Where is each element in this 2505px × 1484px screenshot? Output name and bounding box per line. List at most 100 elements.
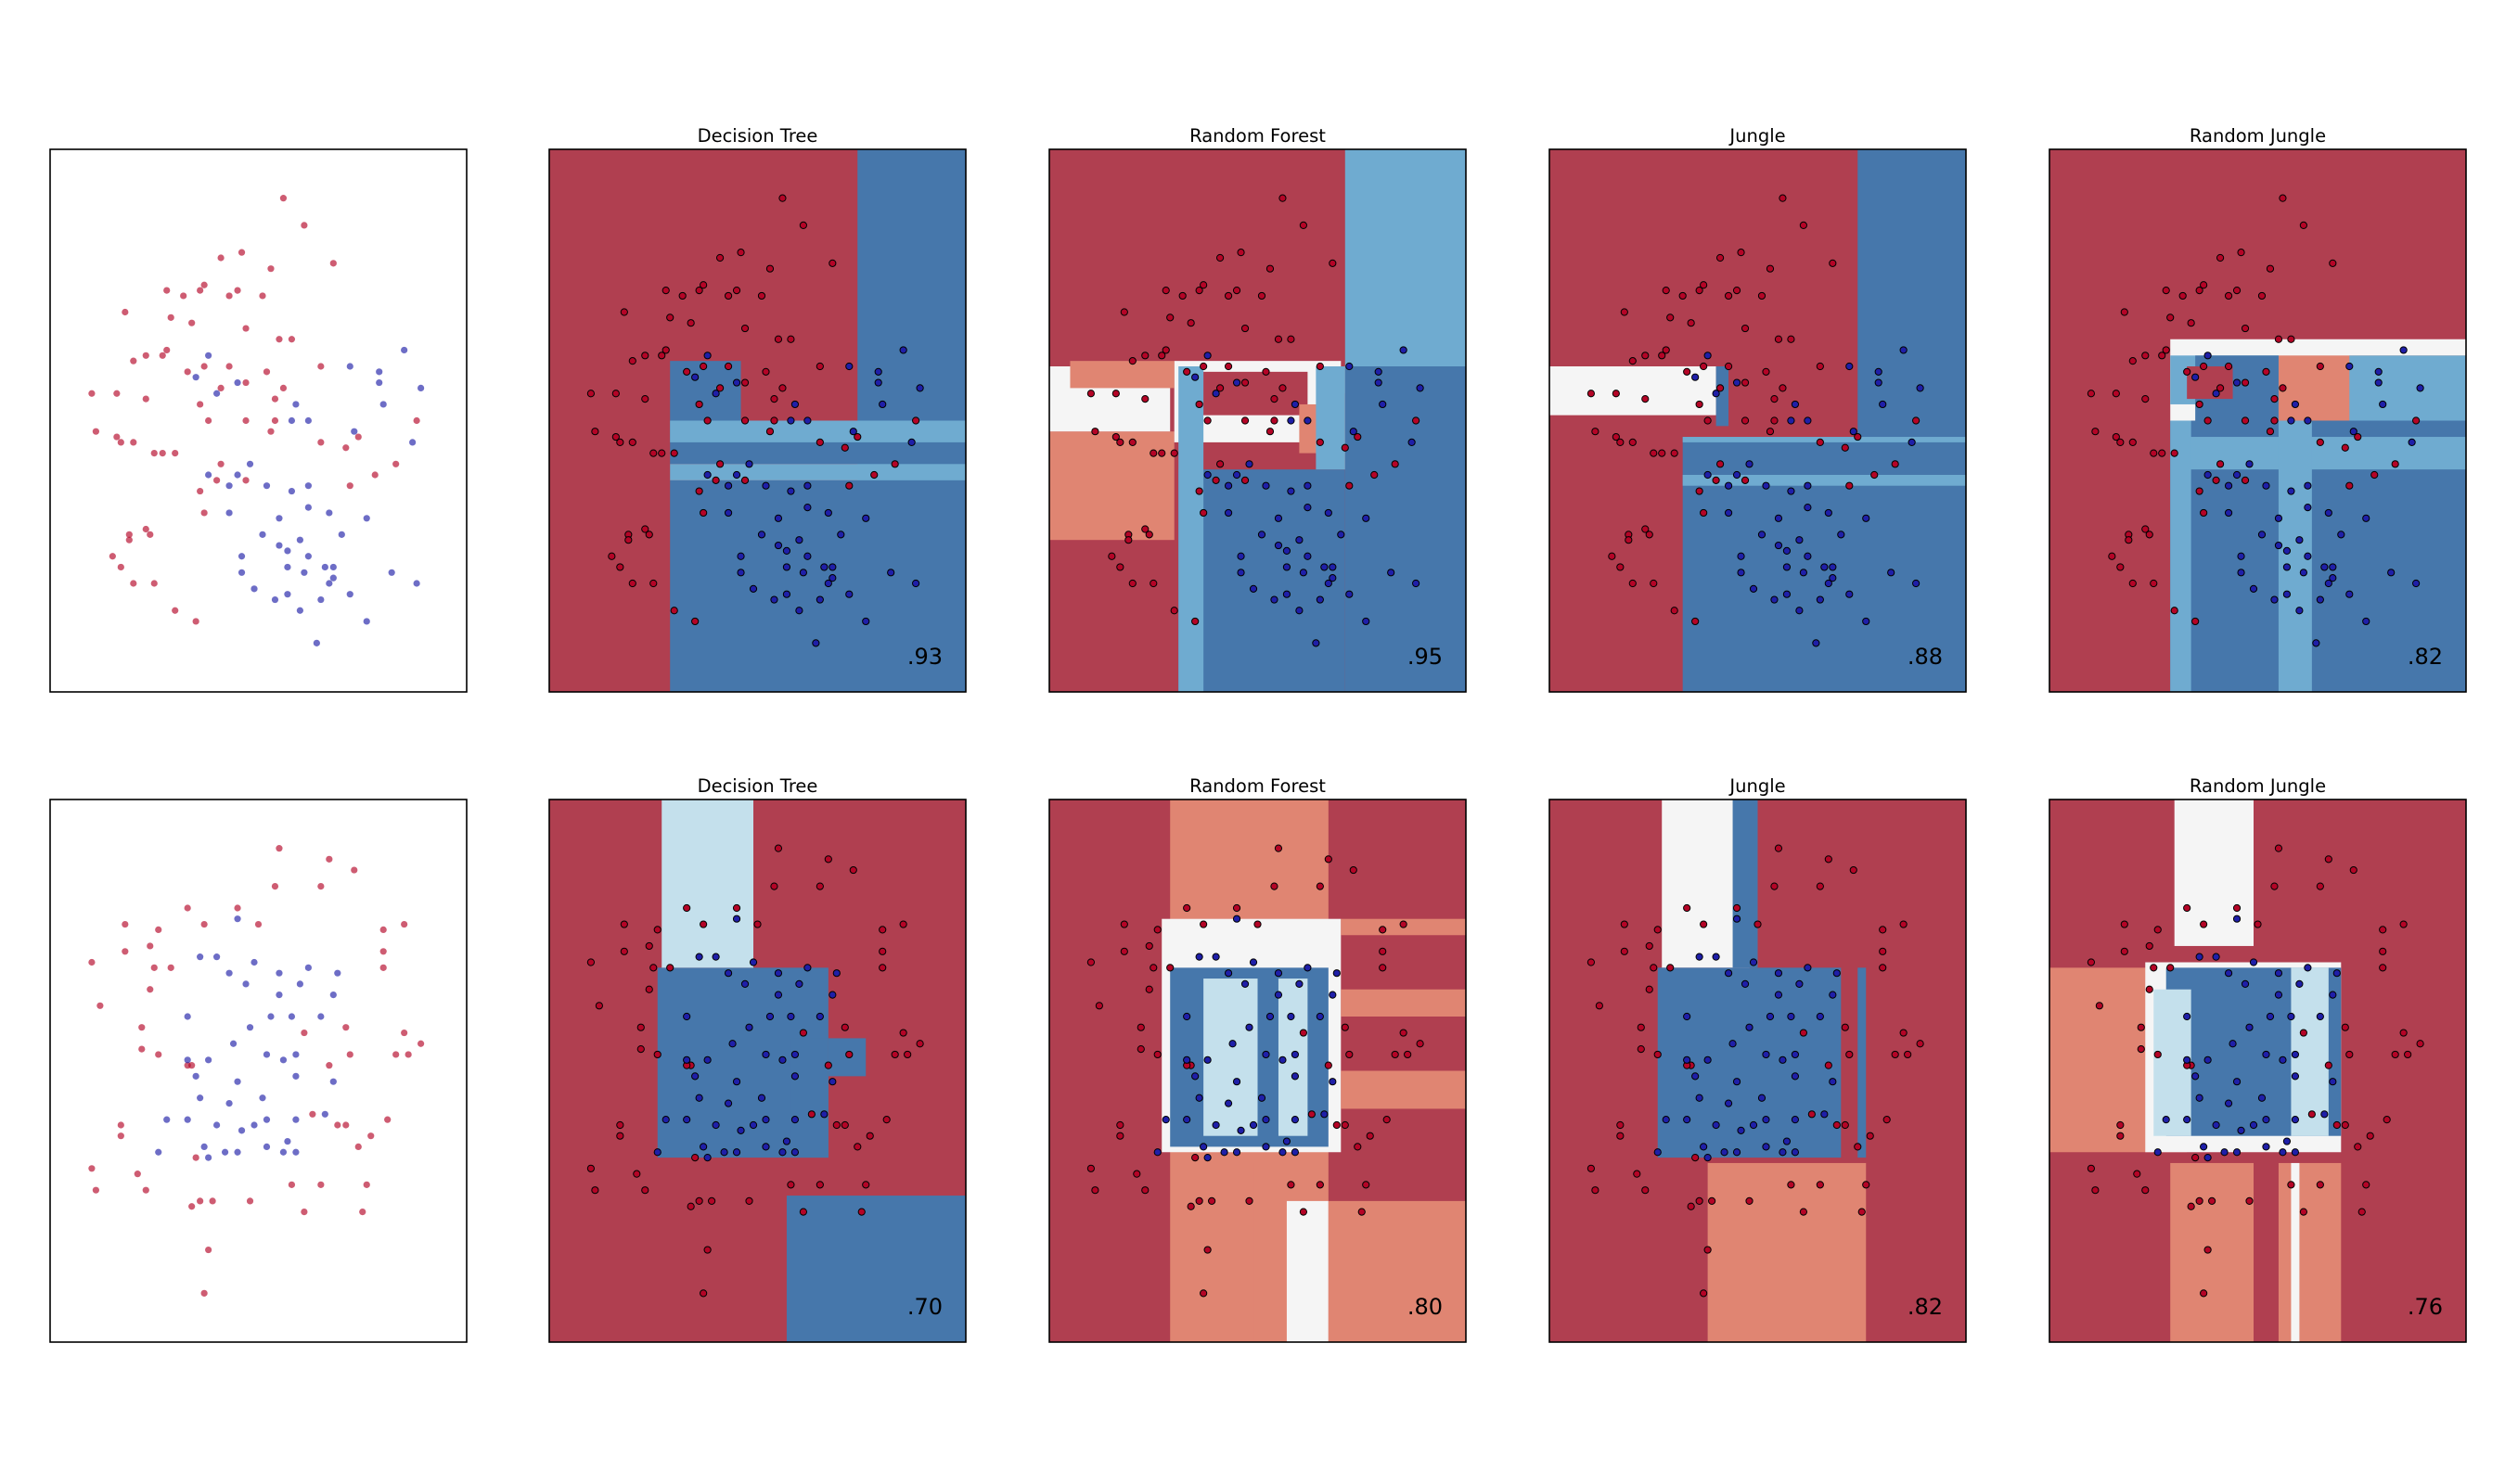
data-point-blue bbox=[388, 569, 395, 576]
data-point-red bbox=[591, 1186, 599, 1195]
data-point-blue bbox=[1274, 969, 1283, 978]
data-point-blue bbox=[2274, 969, 2283, 978]
data-point-red bbox=[267, 265, 275, 273]
data-point-blue bbox=[1345, 590, 1354, 598]
data-point-red bbox=[1757, 291, 1766, 301]
data-point-blue bbox=[812, 639, 820, 647]
data-point-red bbox=[2299, 1029, 2307, 1037]
data-point-red bbox=[2128, 357, 2137, 365]
data-point-red bbox=[700, 281, 708, 289]
data-point-blue bbox=[732, 1148, 741, 1157]
data-point-red bbox=[1732, 287, 1741, 295]
panel-random-forest-row2: Random Forest .80 bbox=[1048, 775, 1467, 1343]
data-point-red bbox=[816, 1181, 824, 1189]
data-point-blue bbox=[1203, 352, 1212, 360]
data-point-blue bbox=[1782, 546, 1792, 556]
accuracy-score: .80 bbox=[1407, 1294, 1443, 1320]
data-point-blue bbox=[824, 508, 832, 518]
data-point-blue bbox=[849, 428, 857, 436]
data-point-blue bbox=[745, 1023, 753, 1031]
data-point-red bbox=[912, 416, 920, 425]
data-point-blue bbox=[2329, 991, 2337, 999]
data-point-red bbox=[645, 531, 653, 539]
data-point-red bbox=[1779, 384, 1787, 392]
data-point-blue bbox=[1257, 531, 1266, 539]
data-point-red bbox=[1141, 525, 1150, 533]
data-point-red bbox=[379, 964, 387, 971]
data-point-red bbox=[1240, 324, 1250, 333]
data-point-blue bbox=[2257, 531, 2267, 539]
data-point-blue bbox=[271, 595, 279, 604]
data-point-red bbox=[167, 964, 174, 971]
data-point-red bbox=[2366, 1132, 2374, 1140]
data-point-red bbox=[88, 1165, 96, 1172]
data-point-blue bbox=[1820, 563, 1829, 571]
panel-decision-tree-row1: Decision Tree .93 bbox=[548, 125, 967, 693]
decision-region bbox=[1316, 366, 1345, 470]
data-point-red bbox=[641, 352, 649, 360]
data-point-blue bbox=[250, 1121, 258, 1129]
data-point-red bbox=[1799, 1029, 1807, 1037]
data-point-red bbox=[392, 460, 400, 467]
data-point-red bbox=[1715, 384, 1725, 392]
data-point-blue bbox=[1191, 1072, 1200, 1081]
data-point-blue bbox=[912, 579, 920, 588]
data-point-red bbox=[1116, 438, 1124, 446]
data-point-blue bbox=[1879, 400, 1887, 409]
data-point-red bbox=[1770, 882, 1779, 890]
data-point-red bbox=[2241, 324, 2250, 333]
data-point-red bbox=[2324, 855, 2332, 864]
data-point-blue bbox=[225, 482, 233, 490]
data-point-blue bbox=[2329, 1078, 2337, 1086]
decision-region bbox=[1682, 437, 1966, 442]
data-point-blue bbox=[329, 563, 337, 571]
data-point-blue bbox=[1153, 1148, 1162, 1157]
data-point-red bbox=[1224, 362, 1233, 371]
data-point-blue bbox=[2270, 595, 2279, 604]
data-point-red bbox=[1128, 438, 1137, 446]
data-point-red bbox=[2200, 508, 2208, 518]
data-point-red bbox=[770, 882, 778, 890]
data-point-red bbox=[197, 1197, 204, 1205]
data-point-blue bbox=[250, 585, 258, 593]
data-point-red bbox=[1345, 1050, 1354, 1059]
decision-region bbox=[2174, 800, 2254, 946]
data-point-red bbox=[217, 460, 225, 467]
data-point-red bbox=[1116, 1132, 1124, 1140]
data-point-red bbox=[371, 471, 379, 479]
data-point-blue bbox=[1304, 964, 1312, 972]
data-point-red bbox=[1111, 390, 1120, 398]
data-point-red bbox=[879, 926, 887, 934]
data-point-blue bbox=[1249, 958, 1258, 966]
data-point-red bbox=[1899, 920, 1908, 928]
data-point-blue bbox=[221, 1148, 229, 1156]
data-point-red bbox=[1650, 449, 1658, 457]
data-point-red bbox=[1195, 1196, 1203, 1206]
data-point-red bbox=[649, 964, 658, 972]
data-point-red bbox=[254, 920, 263, 928]
data-point-blue bbox=[1291, 1050, 1300, 1059]
data-point-blue bbox=[803, 552, 812, 560]
data-point-red bbox=[1158, 449, 1166, 457]
decision-region bbox=[2170, 420, 2191, 692]
data-point-red bbox=[2162, 346, 2170, 354]
data-point-red bbox=[2262, 367, 2270, 376]
data-point-red bbox=[2362, 1181, 2370, 1189]
data-point-red bbox=[1616, 1120, 1625, 1130]
data-point-blue bbox=[292, 401, 300, 408]
data-point-red bbox=[109, 553, 116, 560]
data-point-red bbox=[1141, 352, 1150, 360]
data-point-red bbox=[2137, 1023, 2145, 1031]
data-point-red bbox=[1641, 1186, 1650, 1195]
data-point-blue bbox=[1245, 1023, 1253, 1031]
data-point-blue bbox=[1245, 460, 1253, 468]
data-point-red bbox=[279, 195, 288, 202]
data-point-red bbox=[1128, 357, 1137, 365]
data-point-red bbox=[1265, 428, 1275, 436]
data-point-blue bbox=[304, 964, 312, 971]
data-point-blue bbox=[1829, 563, 1837, 571]
data-point-red bbox=[329, 260, 337, 267]
data-point-blue bbox=[1329, 1078, 1337, 1086]
data-point-red bbox=[879, 947, 887, 955]
